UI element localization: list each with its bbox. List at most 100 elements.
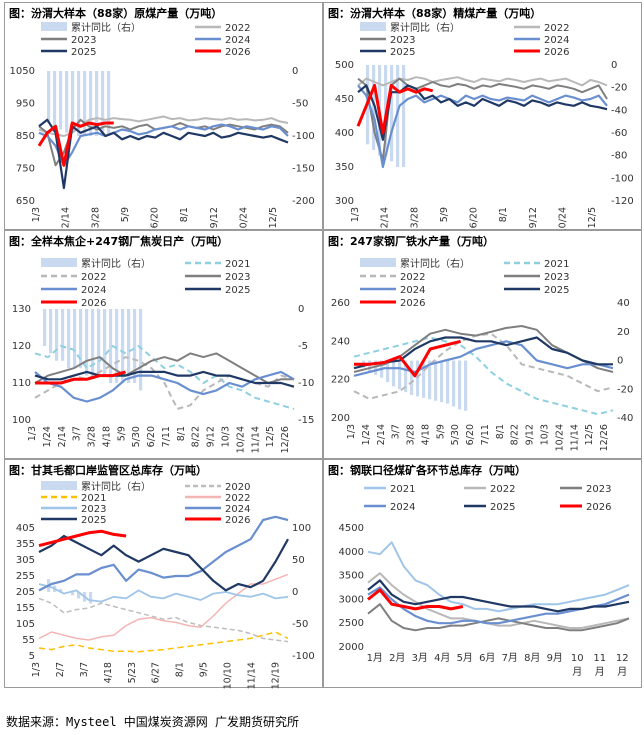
- cum-yoy-bar: [95, 71, 99, 136]
- y2-tick-label: 20: [617, 327, 630, 338]
- series-line-2022: [367, 572, 630, 629]
- x-tick-label: 10/24: [554, 424, 565, 451]
- x-tick-label: 5/9: [439, 207, 450, 222]
- legend-swatch-cum: [41, 258, 77, 267]
- cum-yoy-bar: [392, 360, 396, 387]
- cum-yoy-bar: [133, 309, 137, 383]
- x-tick-label: 4/18: [420, 424, 431, 445]
- y-tick-label: 500: [335, 60, 354, 71]
- legend-label: 累计同比（右）: [400, 257, 470, 270]
- chart-svg: 300 350 400 450 500 0 -20 -40 -60 -80 -100 -120 1/3 2…: [335, 21, 634, 231]
- cum-yoy-bar: [428, 360, 432, 400]
- cum-yoy-bar: [374, 360, 378, 375]
- legend-label: 2026: [400, 298, 425, 309]
- y-tick-label: 220: [331, 375, 350, 386]
- x-tick-label: 6/20: [150, 207, 161, 228]
- cum-yoy-bar: [121, 309, 125, 383]
- y2-tick-label: -60: [611, 128, 627, 139]
- x-tick-label: 8/1: [179, 207, 190, 222]
- y2-tick-label: -20: [611, 83, 627, 94]
- chart-title: 图：甘其毛都口岸监管区总库存（万吨）: [9, 464, 207, 477]
- legend-label: 2024: [81, 285, 106, 296]
- legend-label: 2024: [544, 35, 569, 46]
- x-tick-label: 4/18: [101, 426, 112, 447]
- y2-tick-label: 0: [298, 304, 304, 315]
- x-tick-label: 8/1: [495, 424, 506, 439]
- x-tick-label: 1/3: [31, 207, 42, 222]
- legend-label: 2022: [81, 272, 106, 283]
- x-tick-label: 2/14: [380, 207, 391, 228]
- chart-svg: 650 750 850 950 1050 0 -50 -100 -150 -200 1/3 2/14 3…: [10, 21, 315, 231]
- legend-swatch-cum: [360, 258, 396, 267]
- chart-panel-hot-metal-output: 图：247家钢厂铁水产量（万吨） 200 220 240 260 40 20 0 -20 -40…: [323, 230, 642, 459]
- cum-yoy-bar: [422, 360, 426, 398]
- chart-grid: 图：汾渭大样本（88家）原煤产量（万吨） 650 750 850 950 1050 0 -5…: [4, 2, 642, 689]
- x-tick-label: 5月: [457, 652, 473, 664]
- series-line-2025: [38, 534, 289, 592]
- cum-yoy-bar: [89, 592, 93, 604]
- x-tick-label: 2/14: [61, 207, 72, 228]
- y2-tick-label: -100: [611, 173, 634, 184]
- x-tick-label: 12: [616, 653, 629, 664]
- y-tick-label: 350: [335, 162, 354, 173]
- cum-yoy-bar: [47, 71, 51, 123]
- legend-label: 累计同比（右）: [71, 21, 141, 34]
- y-tick-label: 300: [335, 196, 354, 207]
- x-tick-label: 10/3: [221, 426, 232, 447]
- cum-yoy-bar: [49, 309, 53, 354]
- x-tick-label: 2/14: [57, 426, 68, 447]
- y2-tick-label: -15: [298, 415, 314, 426]
- y-tick-label: 260: [331, 298, 350, 309]
- x-tick-label: 7/11: [480, 424, 491, 445]
- legend-label: 2026: [544, 47, 569, 58]
- legend-label: 2025: [490, 502, 515, 513]
- x-tick-label: 2/7: [55, 662, 66, 677]
- y2-tick-label: -120: [611, 196, 634, 207]
- legend-label: 累计同比（右）: [81, 480, 151, 493]
- x-tick-label: 4月: [434, 652, 450, 664]
- cum-yoy-bar: [71, 71, 75, 133]
- x-tick-label: 11/14: [569, 424, 580, 451]
- series-line-2025: [357, 84, 608, 141]
- cum-yoy-bar: [452, 360, 456, 407]
- legend-label: 2024: [225, 35, 250, 46]
- y-tick-label: 105: [16, 619, 35, 630]
- chart-panel-raw-coal-output: 图：汾渭大样本（88家）原煤产量（万吨） 650 750 850 950 1050 0 -5…: [4, 2, 323, 231]
- cum-yoy-bar: [446, 360, 450, 404]
- series-line-2025: [367, 579, 630, 613]
- legend-label: 2023: [225, 272, 250, 283]
- y2-tick-label: -10: [298, 378, 314, 389]
- legend-label: 2022: [225, 493, 250, 504]
- legend-label: 2021: [225, 259, 250, 270]
- x-tick-label: 3/28: [406, 424, 417, 445]
- series-line-2023: [367, 603, 630, 632]
- legend-label: 2020: [225, 482, 250, 493]
- cum-yoy-bar: [59, 588, 63, 592]
- series-line-2025: [34, 370, 295, 388]
- x-tick-label: 7/11: [161, 426, 172, 447]
- series-line-2023: [38, 583, 289, 603]
- series-line-2026: [38, 529, 127, 548]
- x-tick-label: 8/22: [510, 424, 521, 445]
- y-tick-label: 255: [16, 571, 35, 582]
- y2-tick-label: -50: [292, 619, 308, 630]
- x-tick-label: 2/14: [376, 424, 387, 445]
- x-tick-label: 10/10: [223, 662, 234, 689]
- cum-yoy-bar: [89, 71, 93, 136]
- cum-yoy-bar: [53, 71, 57, 127]
- legend-label: 2025: [390, 47, 415, 58]
- legend-label: 2024: [390, 502, 415, 513]
- y2-tick-label: -100: [292, 651, 315, 662]
- y2-tick-label: 100: [292, 523, 311, 534]
- cum-yoy-bar: [390, 65, 394, 162]
- legend-label: 2022: [225, 23, 250, 34]
- y-tick-label: 3500: [339, 571, 364, 582]
- series-line-2021: [38, 631, 289, 653]
- series-line-2025: [38, 118, 289, 190]
- series-line-2024: [38, 515, 289, 592]
- y2-tick-label: -80: [611, 151, 627, 162]
- x-tick-label: 12/5: [268, 207, 279, 228]
- x-tick-label: 8月: [524, 652, 540, 664]
